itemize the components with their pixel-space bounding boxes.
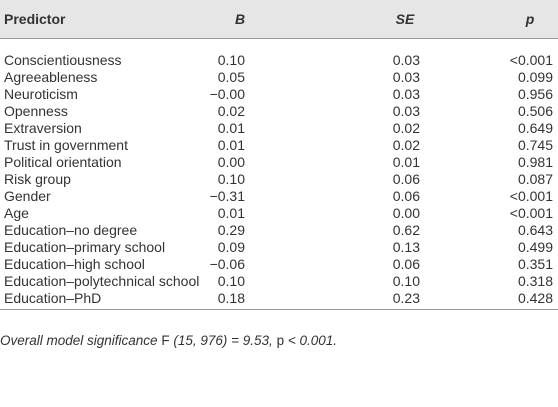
cell-value: 0.10	[217, 171, 245, 187]
cell-value: 0.03	[392, 69, 420, 85]
cell-value: 0.62	[392, 222, 420, 238]
cell-value: 0.099	[517, 69, 553, 85]
cell-value: 0.06	[392, 171, 420, 187]
cell-value: 0.13	[392, 239, 420, 255]
row-label: Education–polytechnical school	[4, 273, 200, 289]
cell-value: 0.29	[217, 222, 245, 238]
row-label: Risk group	[4, 171, 71, 187]
footnote-part: F	[161, 333, 170, 348]
row-label: Trust in government	[4, 137, 128, 153]
cell-value: 0.981	[517, 154, 553, 170]
cell-value: 0.318	[517, 273, 553, 289]
cell-value: −0.00	[209, 86, 245, 102]
row-label: Age	[4, 205, 29, 221]
cell-value: 0.499	[517, 239, 553, 255]
cell-value: <0.001	[509, 52, 553, 68]
cell-value: 0.06	[392, 188, 420, 204]
cell-value: 0.09	[217, 239, 245, 255]
table-rule	[0, 309, 558, 310]
column-header: p	[525, 11, 535, 27]
cell-value: 0.01	[217, 205, 245, 221]
cell-value: 0.02	[392, 120, 420, 136]
row-label: Education–PhD	[4, 290, 102, 306]
cell-value: 0.01	[217, 137, 245, 153]
row-label: Extraversion	[4, 120, 82, 136]
row-label: Education–no degree	[4, 222, 138, 238]
cell-value: 0.18	[217, 290, 245, 306]
footnote-part: < 0.001.	[287, 333, 338, 348]
row-label: Education–high school	[4, 256, 145, 272]
cell-value: 0.087	[517, 171, 553, 187]
cell-value: 0.01	[217, 120, 245, 136]
cell-value: 0.23	[392, 290, 420, 306]
row-label: Neuroticism	[4, 86, 78, 102]
cell-value: 0.428	[517, 290, 553, 306]
cell-value: 0.10	[217, 273, 245, 289]
column-header: SE	[395, 11, 415, 27]
cell-value: 0.351	[517, 256, 553, 272]
cell-value: <0.001	[509, 188, 553, 204]
cell-value: 0.06	[392, 256, 420, 272]
cell-value: 0.02	[392, 137, 420, 153]
row-label: Openness	[4, 103, 68, 119]
cell-value: 0.03	[392, 86, 420, 102]
cell-value: −0.31	[209, 188, 245, 204]
cell-value: 0.00	[392, 205, 420, 221]
cell-value: 0.10	[392, 273, 420, 289]
footnote-part: Overall model significance	[0, 333, 158, 348]
cell-value: 0.745	[517, 137, 553, 153]
cell-value: 0.00	[217, 154, 245, 170]
row-label: Political orientation	[4, 154, 122, 170]
row-label: Agreeableness	[4, 69, 98, 85]
footnote-part: (15, 976) = 9.53,	[173, 333, 273, 348]
cell-value: 0.956	[517, 86, 553, 102]
header-row	[0, 0, 558, 39]
column-header: B	[234, 11, 246, 27]
row-label: Conscientiousness	[4, 52, 122, 68]
cell-value: −0.06	[209, 256, 245, 272]
column-header: Predictor	[4, 11, 66, 27]
row-label: Education–primary school	[4, 239, 166, 255]
cell-value: 0.03	[392, 52, 420, 68]
cell-value: 0.649	[517, 120, 553, 136]
footnote: Overall model significance F (15, 976) =…	[0, 333, 337, 348]
cell-value: 0.05	[217, 69, 245, 85]
cell-value: 0.10	[217, 52, 245, 68]
cell-value: 0.643	[517, 222, 553, 238]
cell-value: 0.02	[217, 103, 245, 119]
row-label: Gender	[4, 188, 51, 204]
cell-value: 0.01	[392, 154, 420, 170]
cell-value: 0.506	[517, 103, 553, 119]
footnote-part: p	[276, 333, 285, 348]
cell-value: 0.03	[392, 103, 420, 119]
cell-value: <0.001	[509, 205, 553, 221]
